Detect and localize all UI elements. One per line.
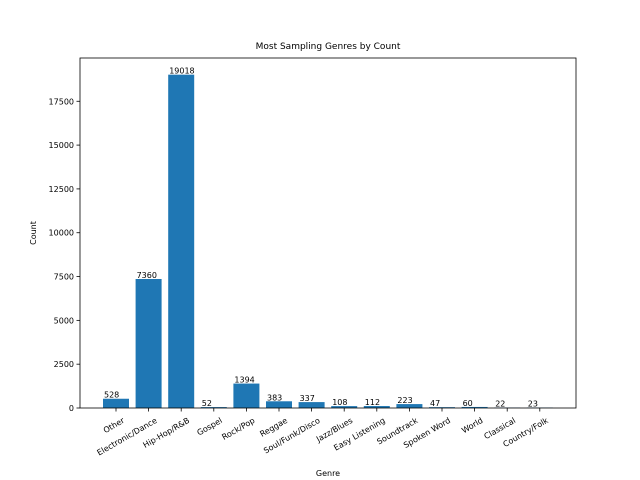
data-label: 7360 <box>137 271 157 280</box>
bar <box>429 407 455 408</box>
y-tick-label: 10000 <box>49 229 74 238</box>
axes-frame <box>79 57 577 409</box>
chart-title: Most Sampling Genres by Count <box>256 42 401 52</box>
data-label: 383 <box>267 393 282 402</box>
bar <box>266 401 292 408</box>
x-axis-title: Genre <box>316 469 340 478</box>
data-label: 112 <box>365 398 380 407</box>
y-tick-label: 0 <box>69 404 74 413</box>
data-label: 22 <box>495 400 505 409</box>
bar <box>168 74 195 408</box>
y-tick-label: 15000 <box>49 141 74 150</box>
bar <box>461 406 488 408</box>
bar <box>135 279 162 408</box>
data-label: 223 <box>397 396 412 405</box>
bar <box>233 383 260 408</box>
bar <box>200 407 227 408</box>
data-label: 337 <box>300 394 315 403</box>
bar <box>331 406 358 408</box>
y-tick-label: 7500 <box>54 273 74 282</box>
y-tick-label: 17500 <box>49 97 74 106</box>
y-tick-label: 12500 <box>49 185 74 194</box>
data-label: 19018 <box>169 67 194 76</box>
data-label: 23 <box>528 400 538 409</box>
y-axis-title: Count <box>29 221 38 245</box>
data-label: 1394 <box>234 376 254 385</box>
bar <box>396 404 423 408</box>
data-label: 52 <box>202 399 212 408</box>
bar <box>363 406 390 408</box>
bar <box>298 402 325 408</box>
data-label: 60 <box>463 399 473 408</box>
data-label: 528 <box>104 391 119 400</box>
y-tick-label: 5000 <box>54 316 74 325</box>
data-label: 108 <box>332 398 347 407</box>
y-tick-label: 2500 <box>54 360 74 369</box>
data-label: 47 <box>430 399 440 408</box>
bar <box>103 398 129 408</box>
